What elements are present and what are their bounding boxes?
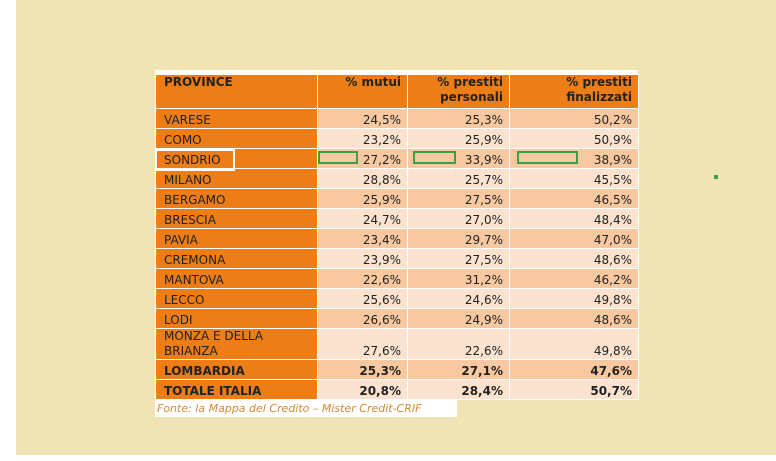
table-row: BERGAMO 25,9% 27,5% 46,5% [155, 188, 639, 209]
cell: 29,7% [407, 228, 510, 249]
source-note: Fonte: la Mappa del Credito – Mister Cre… [155, 400, 457, 417]
cell: 46,5% [509, 188, 639, 209]
table-row: TOTALE ITALIA 20,8% 28,4% 50,7% [155, 379, 639, 400]
row-label: BRESCIA [155, 208, 318, 229]
cell: 27,1% [407, 359, 510, 380]
row-label: VARESE [155, 108, 318, 129]
cell: 45,5% [509, 168, 639, 189]
table-row: COMO 23,2% 25,9% 50,9% [155, 128, 639, 149]
table-row: LODI 26,6% 24,9% 48,6% [155, 308, 639, 329]
cell: 24,5% [317, 108, 408, 129]
cell: 49,8% [509, 288, 639, 309]
row-label: MANTOVA [155, 268, 318, 289]
row-label: PROVINCE [155, 74, 318, 109]
cell: 48,6% [509, 248, 639, 269]
row-label: MONZA E DELLA BRIANZA [155, 328, 318, 360]
highlight-box [413, 151, 456, 164]
table-row: CREMONA 23,9% 27,5% 48,6% [155, 248, 639, 269]
row-label: LODI [155, 308, 318, 329]
cell: 24,7% [317, 208, 408, 229]
cell: 25,3% [407, 108, 510, 129]
cell: 20,8% [317, 379, 408, 400]
cell: 27,0% [407, 208, 510, 229]
cell: 26,6% [317, 308, 408, 329]
table-row: LECCO 25,6% 24,6% 49,8% [155, 288, 639, 309]
table: PROVINCE% mutui% prestiti personali% pre… [155, 74, 639, 400]
highlight-box [517, 151, 578, 164]
cell: 46,2% [509, 268, 639, 289]
cell: 23,2% [317, 128, 408, 149]
row-label: MILANO [155, 168, 318, 189]
cell: 47,6% [509, 359, 639, 380]
row-label: LOMBARDIA [155, 359, 318, 380]
cell: 25,9% [407, 128, 510, 149]
row-label: BERGAMO [155, 188, 318, 209]
table-row: MILANO 28,8% 25,7% 45,5% [155, 168, 639, 189]
cell: % mutui [317, 74, 408, 109]
cell: 31,2% [407, 268, 510, 289]
row-label: PAVIA [155, 228, 318, 249]
cell: 50,9% [509, 128, 639, 149]
cell: 24,9% [407, 308, 510, 329]
cell: 48,4% [509, 208, 639, 229]
cell: 25,7% [407, 168, 510, 189]
cell: 28,4% [407, 379, 510, 400]
cell: 25,3% [317, 359, 408, 380]
cell: 50,7% [509, 379, 639, 400]
selection-box [155, 149, 235, 171]
cell: 49,8% [509, 328, 639, 360]
table-wrapper: PROVINCE% mutui% prestiti personali% pre… [155, 70, 639, 400]
cell: 25,6% [317, 288, 408, 309]
cell: 23,4% [317, 228, 408, 249]
table-row: PAVIA 23,4% 29,7% 47,0% [155, 228, 639, 249]
row-label: LECCO [155, 288, 318, 309]
cell: 23,9% [317, 248, 408, 269]
row-label: CREMONA [155, 248, 318, 269]
cell: % prestiti personali [407, 74, 510, 109]
cell: % prestiti finalizzati [509, 74, 639, 109]
cell: 47,0% [509, 228, 639, 249]
cell: 27,5% [407, 248, 510, 269]
row-label: COMO [155, 128, 318, 149]
table-row: BRESCIA 24,7% 27,0% 48,4% [155, 208, 639, 229]
table-row: MONZA E DELLA BRIANZA 27,6% 22,6% 49,8% [155, 328, 639, 360]
cell: 48,6% [509, 308, 639, 329]
table-row: LOMBARDIA 25,3% 27,1% 47,6% [155, 359, 639, 380]
cell: 50,2% [509, 108, 639, 129]
cell: 25,9% [317, 188, 408, 209]
cell: 27,6% [317, 328, 408, 360]
cell: 22,6% [407, 328, 510, 360]
table-row: MANTOVA 22,6% 31,2% 46,2% [155, 268, 639, 289]
cell: 22,6% [317, 268, 408, 289]
highlight-box [318, 151, 358, 164]
table-row: PROVINCE% mutui% prestiti personali% pre… [155, 74, 639, 109]
marker-dot [714, 175, 718, 179]
cell: 28,8% [317, 168, 408, 189]
cell: 24,6% [407, 288, 510, 309]
cell: 27,5% [407, 188, 510, 209]
table-row: VARESE 24,5% 25,3% 50,2% [155, 108, 639, 129]
row-label: TOTALE ITALIA [155, 379, 318, 400]
